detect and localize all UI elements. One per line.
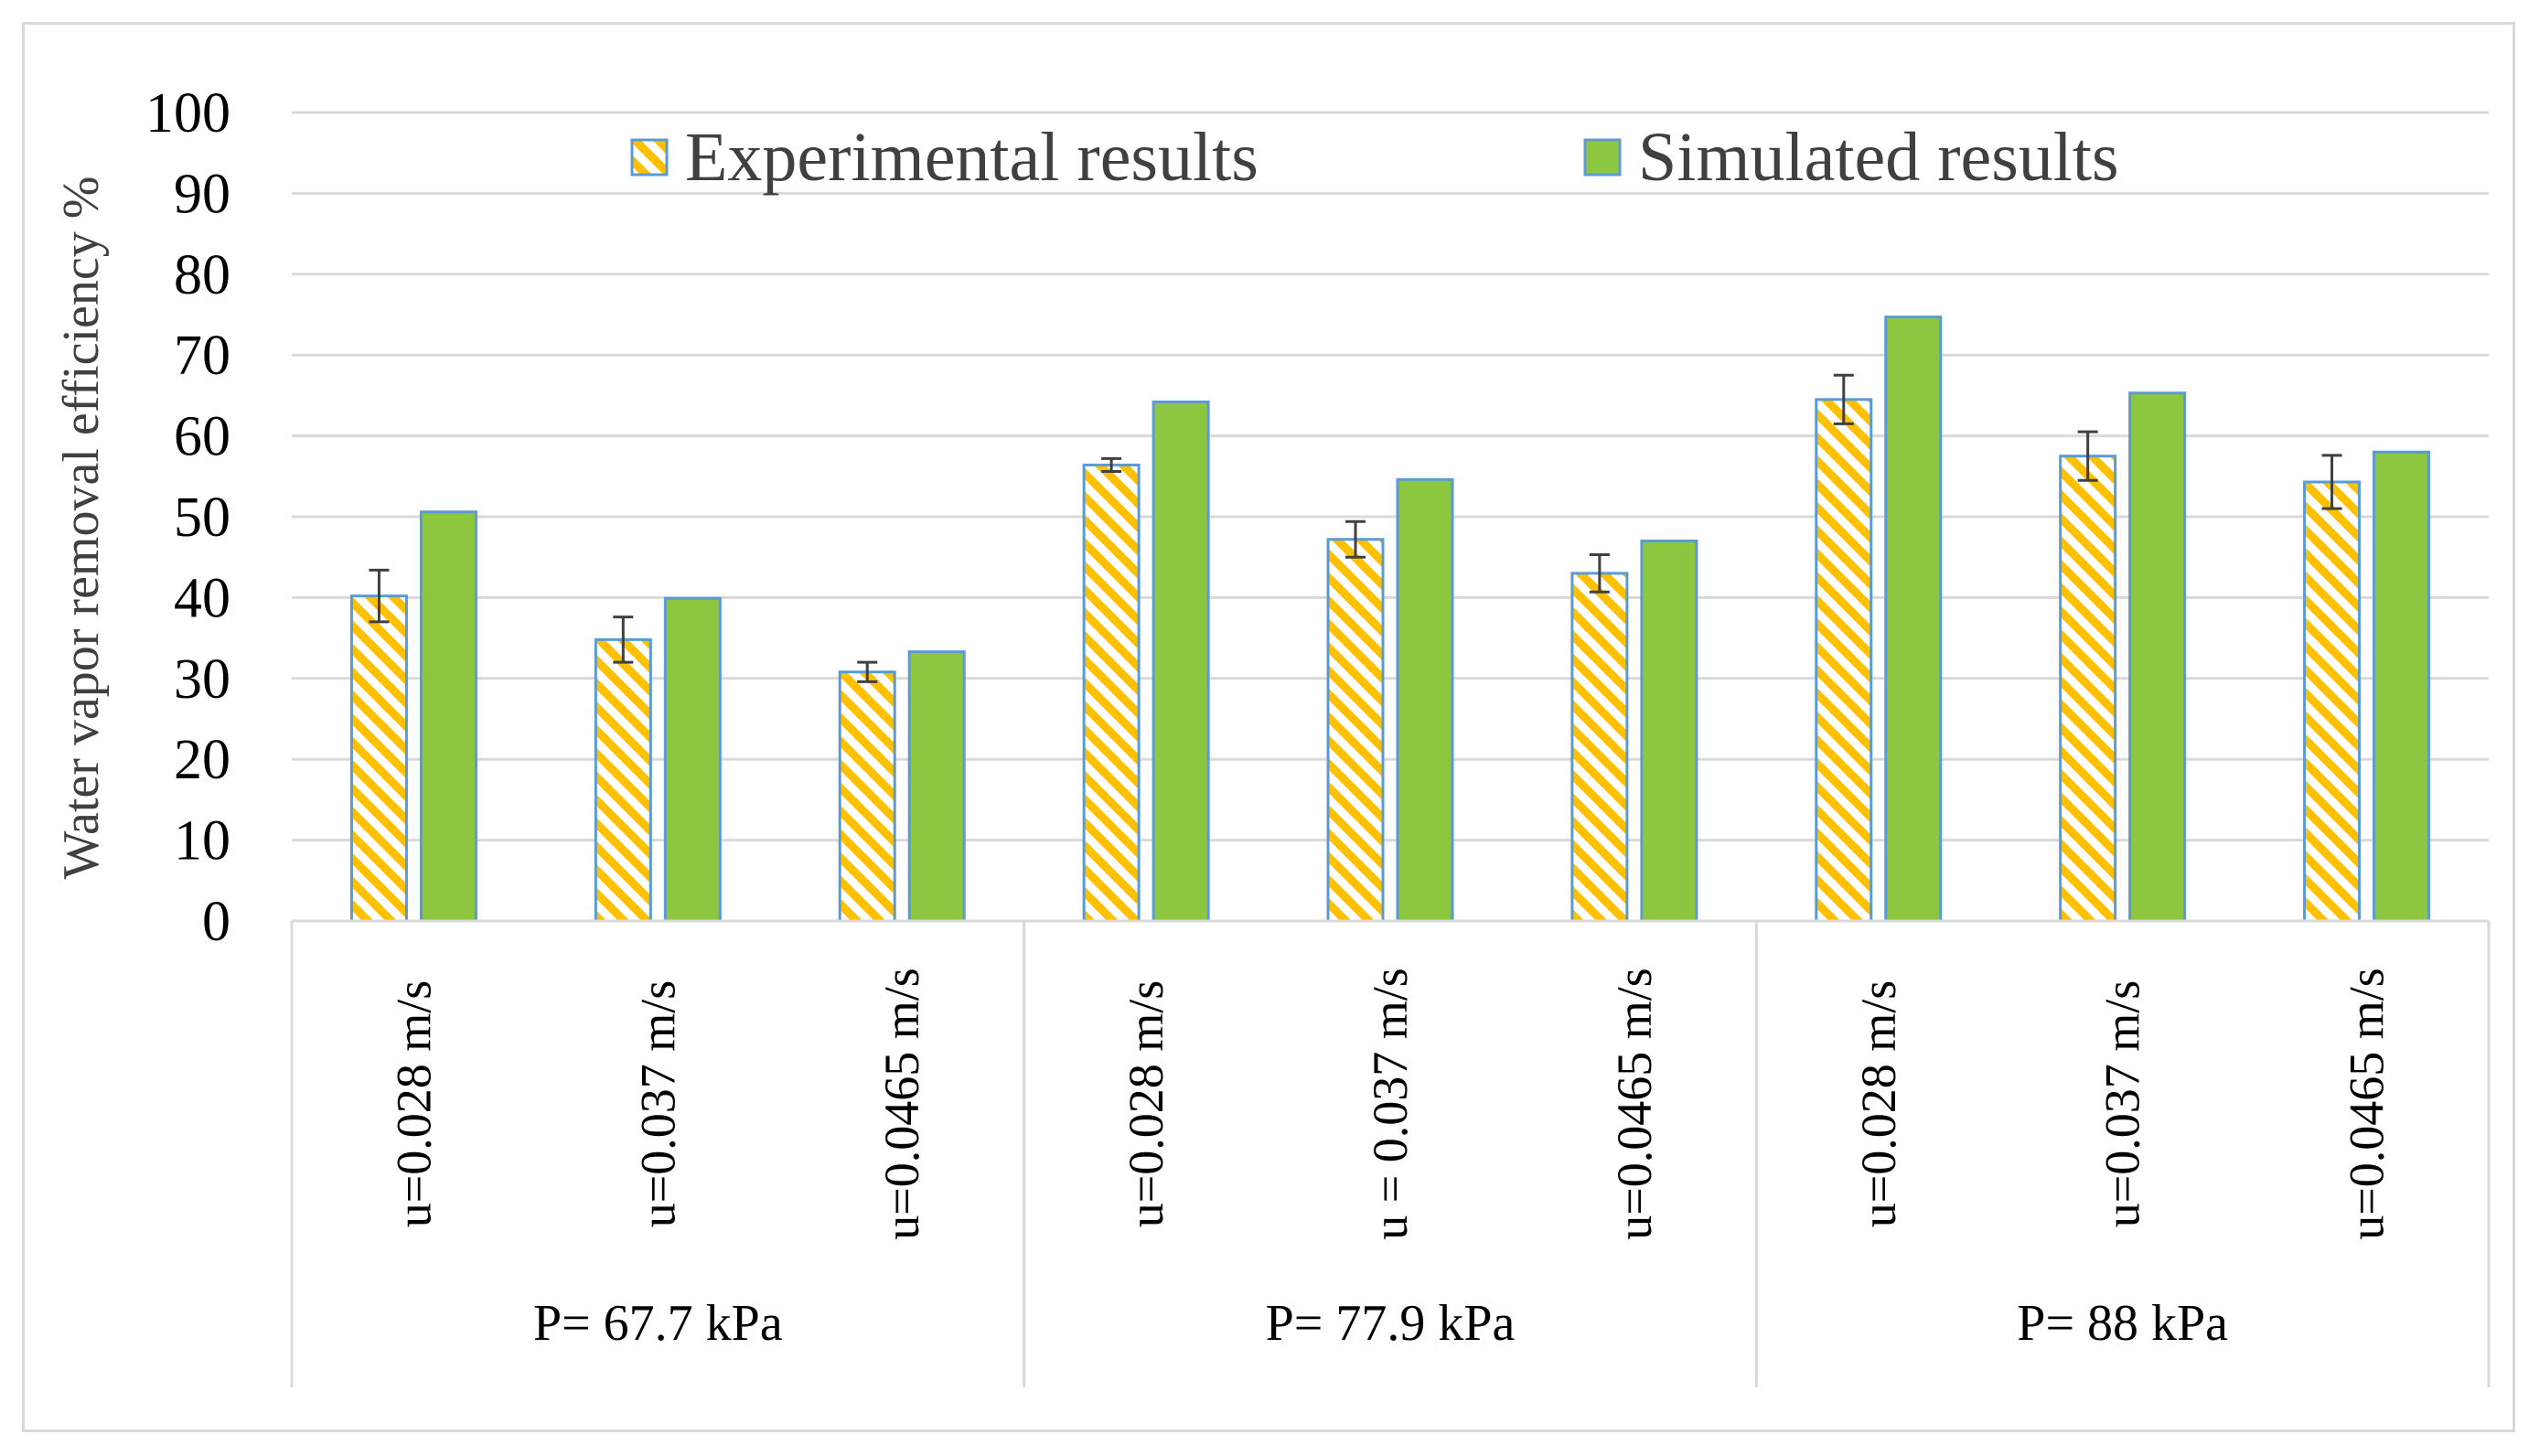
bar-simulated [1152,400,1210,923]
legend-label: Experimental results [685,119,1259,196]
y-tick-label: 70 [174,325,230,387]
y-tick-label: 20 [174,729,230,791]
y-tick-label: 90 [174,163,230,225]
x-category-label: u=0.0465 m/s [1607,968,1662,1239]
bar-experimental [2303,480,2362,923]
bar-experimental [594,637,652,923]
bar-simulated [2373,450,2431,923]
bar-experimental [1815,398,1873,923]
x-category-label: u=0.0465 m/s [874,968,929,1239]
bar-simulated [907,650,966,923]
y-tick-label: 0 [202,891,230,953]
x-group-label: P= 88 kPa [2017,1295,2228,1352]
bar-simulated [663,596,722,923]
legend-swatch [630,138,669,177]
bar-simulated [419,510,477,923]
y-tick-label: 80 [174,244,230,306]
x-category-label: u=0.0465 m/s [2340,968,2394,1239]
x-category-label: u=0.037 m/s [2095,980,2150,1227]
x-group-label: P= 77.9 kPa [1266,1295,1516,1352]
bar-experimental [1082,463,1141,923]
legend-swatch [1583,138,1622,177]
legend: Experimental results Simulated results [630,119,2119,196]
bar-simulated [1884,316,1943,923]
x-category-label: u=0.028 m/s [1119,980,1173,1227]
chart-container: 0 10 20 30 40 50 60 70 80 90 100 u=0.028 m/s u=0.037… [22,22,2515,1432]
y-tick-label: 60 [174,406,230,468]
y-tick-label: 10 [174,810,230,873]
y-tick-label: 100 [145,82,230,145]
bar-simulated [1640,540,1698,923]
x-category-label: u=0.028 m/s [1851,980,1906,1227]
bar-experimental [349,594,408,923]
gridlines [292,111,2489,923]
legend-label: Simulated results [1638,119,2119,196]
x-category-label: u=0.028 m/s [386,980,441,1227]
bar-simulated [1396,477,1454,923]
bar-experimental [1570,572,1629,923]
y-tick-label: 50 [174,487,230,549]
y-axis-title: Water vapor removal efficiency % [53,177,110,880]
bar-experimental [838,670,896,923]
bar-simulated [2128,391,2187,923]
y-tick-label: 40 [174,567,230,629]
bars [349,316,2431,923]
x-category-label: u = 0.037 m/s [1363,968,1418,1239]
axes: 0 10 20 30 40 50 60 70 80 90 100 u=0.028 m/s u=0.037… [145,82,2491,1387]
bar-experimental [2059,455,2117,923]
x-category-label: u=0.037 m/s [630,980,685,1227]
y-tick-label: 30 [174,648,230,711]
bar-experimental [1326,538,1385,923]
bar-chart: 0 10 20 30 40 50 60 70 80 90 100 u=0.028 m/s u=0.037… [53,82,2491,1387]
x-group-label: P= 67.7 kPa [533,1295,783,1352]
